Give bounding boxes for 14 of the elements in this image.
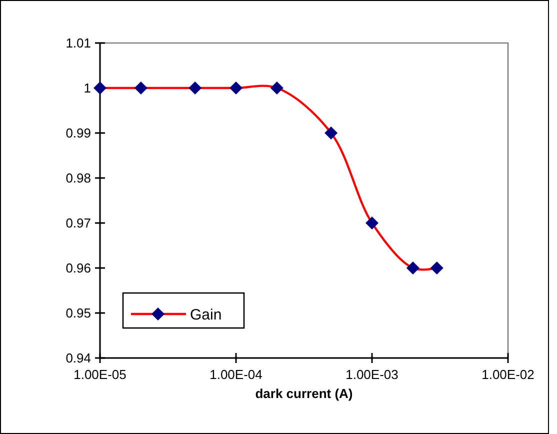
- y-tick-label: 0.94: [66, 350, 91, 366]
- legend-label: Gain: [190, 306, 222, 324]
- y-tick-label: 0.95: [66, 306, 91, 321]
- x-tick-label: 1.00E-03: [346, 367, 398, 382]
- x-tick-label: 1.00E-02: [482, 367, 534, 382]
- y-tick-label: 0.96: [66, 260, 91, 276]
- y-tick-label: 0.97: [66, 216, 91, 231]
- y-tick-label: 0.99: [66, 126, 91, 141]
- y-tick-label: 1: [84, 80, 91, 96]
- y-tick-label: 1.01: [66, 36, 91, 51]
- x-tick-label: 1.00E-05: [74, 367, 126, 382]
- x-tick-label: 1.00E-04: [210, 367, 262, 382]
- y-tick-label: 0.98: [66, 170, 91, 186]
- x-axis-title: dark current (A): [255, 386, 353, 401]
